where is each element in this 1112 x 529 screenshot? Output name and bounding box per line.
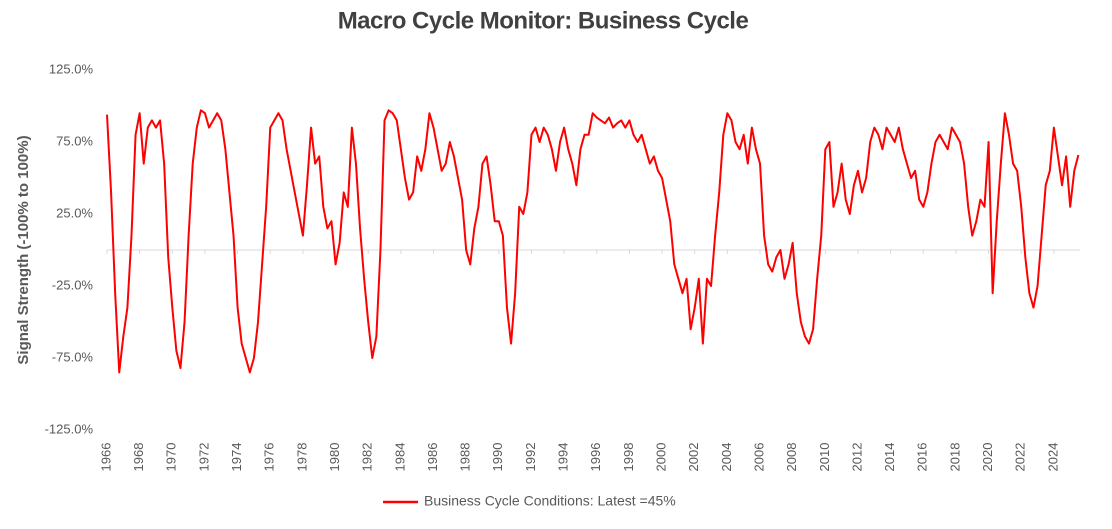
x-tick-label: 2018 (947, 443, 962, 472)
x-tick-label: 1982 (360, 443, 375, 472)
y-tick-label: 125.0% (49, 61, 94, 76)
x-tick-label: 2002 (686, 443, 701, 472)
x-tick-label: 2020 (980, 443, 995, 472)
x-tick-label: 2008 (784, 443, 799, 472)
x-tick-label: 2010 (817, 443, 832, 472)
x-tick-label: 1986 (425, 443, 440, 472)
x-tick-label: 1988 (458, 443, 473, 472)
x-tick-label: 1968 (131, 443, 146, 472)
x-tick-label: 1972 (196, 443, 211, 472)
x-tick-label: 2024 (1045, 443, 1060, 472)
y-tick-label: -125.0% (45, 421, 94, 436)
x-tick-label: 1976 (262, 443, 277, 472)
x-tick-label: 2006 (751, 443, 766, 472)
y-axis-label: Signal Strength (-100% to 100%) (15, 135, 32, 364)
y-tick-label: -25.0% (52, 277, 94, 292)
x-tick-label: 2022 (1013, 443, 1028, 472)
x-tick-label: 1996 (588, 443, 603, 472)
chart-title: Macro Cycle Monitor: Business Cycle (338, 7, 749, 34)
x-tick-label: 1992 (523, 443, 538, 472)
x-tick-label: 2014 (882, 443, 897, 472)
x-tick-label: 1974 (229, 443, 244, 472)
x-tick-label: 2004 (719, 443, 734, 472)
x-tick-label: 2012 (849, 443, 864, 472)
x-tick-label: 1966 (98, 443, 113, 472)
y-tick-label: -75.0% (52, 349, 94, 364)
x-tick-label: 2000 (654, 443, 669, 472)
series-line (106, 109, 1080, 374)
x-tick-label: 1994 (556, 443, 571, 472)
x-tick-label: 1980 (327, 443, 342, 472)
x-tick-label: 1978 (294, 443, 309, 472)
x-tick-label: 1990 (490, 443, 505, 472)
x-tick-label: 2016 (915, 443, 930, 472)
x-tick-label: 1998 (621, 443, 636, 472)
y-tick-label: 25.0% (56, 205, 93, 220)
x-tick-label: 1984 (392, 443, 407, 472)
legend-label: Business Cycle Conditions: Latest =45% (424, 493, 676, 509)
x-tick-label: 1970 (164, 443, 179, 472)
y-tick-label: 75.0% (56, 133, 93, 148)
